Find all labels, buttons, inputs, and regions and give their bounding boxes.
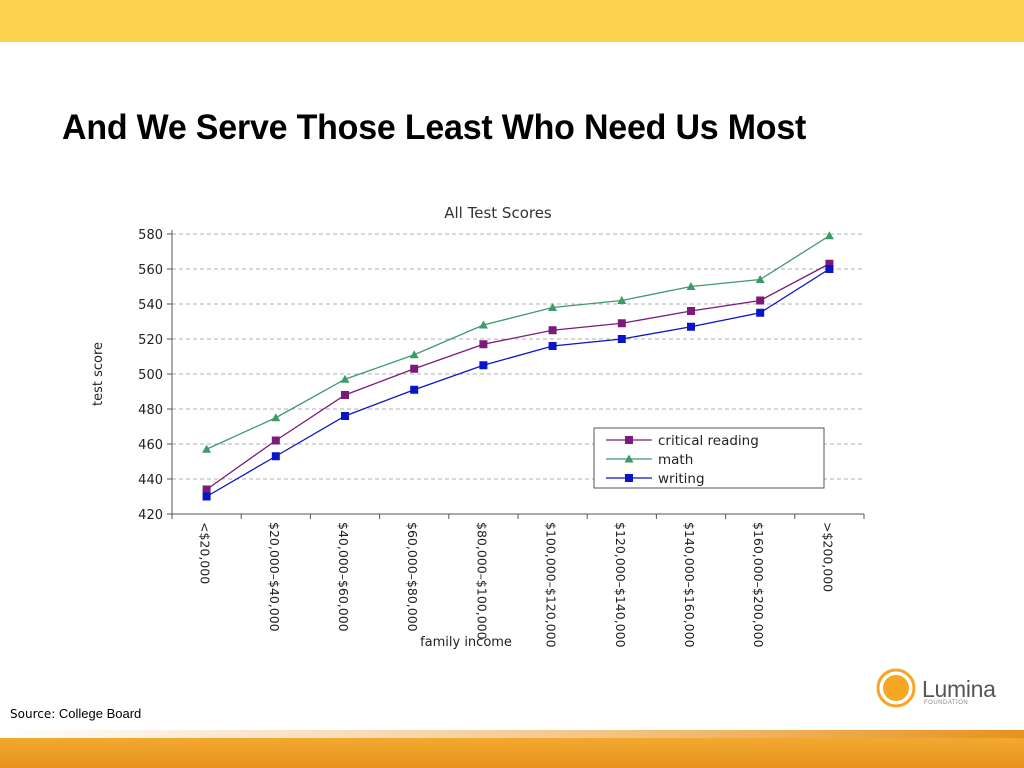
point-critical-reading	[825, 259, 834, 268]
y-tick-label: 460	[138, 438, 163, 453]
point-critical-reading	[756, 296, 765, 305]
x-tick-label: $140,000–$160,000	[682, 522, 697, 648]
x-tick-label: $120,000–$140,000	[613, 522, 628, 648]
source-label: Source:	[10, 707, 56, 721]
legend-marker-critical-reading	[625, 436, 633, 444]
point-writing	[617, 335, 626, 343]
x-tick-label: >$200,000	[820, 522, 835, 592]
logo-wordmark: Lumina	[922, 676, 996, 702]
y-tick-label: 580	[138, 228, 163, 243]
chart-title: All Test Scores	[444, 204, 552, 222]
x-axis-label: family income	[420, 635, 512, 650]
point-critical-reading	[548, 326, 557, 335]
point-writing	[341, 412, 349, 420]
series-line-writing	[206, 268, 830, 498]
y-tick-label: 540	[138, 298, 163, 313]
logo-subtitle: FOUNDATION	[924, 700, 969, 706]
chart-svg: All Test Scores 420 440 460 480 500 520 540 560 5…	[91, 204, 865, 650]
source-note: Source: College Board	[10, 706, 141, 721]
line-chart: All Test Scores 420 440 460 480 500 520 540 560 5…	[84, 196, 884, 656]
point-writing	[756, 308, 765, 317]
x-tick-label: $60,000–$80,000	[405, 522, 420, 632]
x-tick-label: $40,000–$60,000	[336, 522, 351, 632]
point-critical-reading	[341, 391, 349, 399]
y-axis-label: test score	[91, 342, 106, 406]
x-tick-label: $160,000–$200,000	[751, 522, 766, 648]
y-tick-label: 500	[138, 368, 163, 383]
point-critical-reading	[202, 485, 211, 494]
lumina-logo: Lumina FOUNDATION	[876, 668, 1006, 712]
x-tick-label: $80,000–$100,000	[474, 522, 489, 640]
point-writing	[548, 342, 557, 350]
y-tick-label: 440	[138, 473, 163, 488]
point-writing	[410, 385, 419, 394]
point-writing	[202, 492, 211, 501]
slide-title: And We Serve Those Least Who Need Us Mos…	[62, 108, 807, 147]
y-tick-label: 560	[138, 263, 163, 278]
point-math	[755, 275, 765, 283]
point-writing	[271, 452, 280, 461]
legend-label-math: math	[658, 452, 693, 468]
point-writing	[479, 361, 488, 370]
point-critical-reading	[617, 319, 626, 328]
x-tick-label: $20,000–$40,000	[267, 522, 282, 632]
point-writing	[687, 322, 695, 331]
point-math	[548, 303, 558, 311]
source-value: College Board	[58, 706, 142, 721]
point-math	[271, 413, 281, 422]
top-accent-band	[0, 0, 1024, 42]
point-math	[409, 350, 419, 359]
y-tick-label: 520	[138, 333, 163, 348]
bottom-accent-band	[0, 730, 1024, 768]
legend-marker-writing	[625, 474, 633, 482]
point-writing	[825, 265, 834, 273]
x-tick-label: <$20,000	[198, 522, 213, 584]
series-line-critical-reading	[206, 263, 830, 491]
point-critical-reading	[271, 436, 280, 445]
legend-label-critical-reading: critical reading	[658, 433, 759, 449]
legend-marker-math	[624, 454, 634, 463]
x-tick-label: $100,000–$120,000	[544, 522, 559, 648]
point-math	[617, 296, 627, 304]
legend-label-writing: writing	[658, 471, 705, 487]
point-math	[824, 231, 834, 240]
lumina-sun-icon	[876, 668, 916, 708]
point-math	[686, 282, 696, 290]
point-critical-reading	[479, 340, 488, 349]
y-tick-label: 420	[138, 508, 163, 523]
series-line-math	[206, 235, 830, 450]
point-math	[202, 444, 212, 453]
point-math	[340, 374, 350, 383]
point-math	[478, 320, 488, 329]
point-critical-reading	[687, 307, 695, 315]
y-tick-label: 480	[138, 403, 163, 418]
point-critical-reading	[410, 364, 419, 373]
